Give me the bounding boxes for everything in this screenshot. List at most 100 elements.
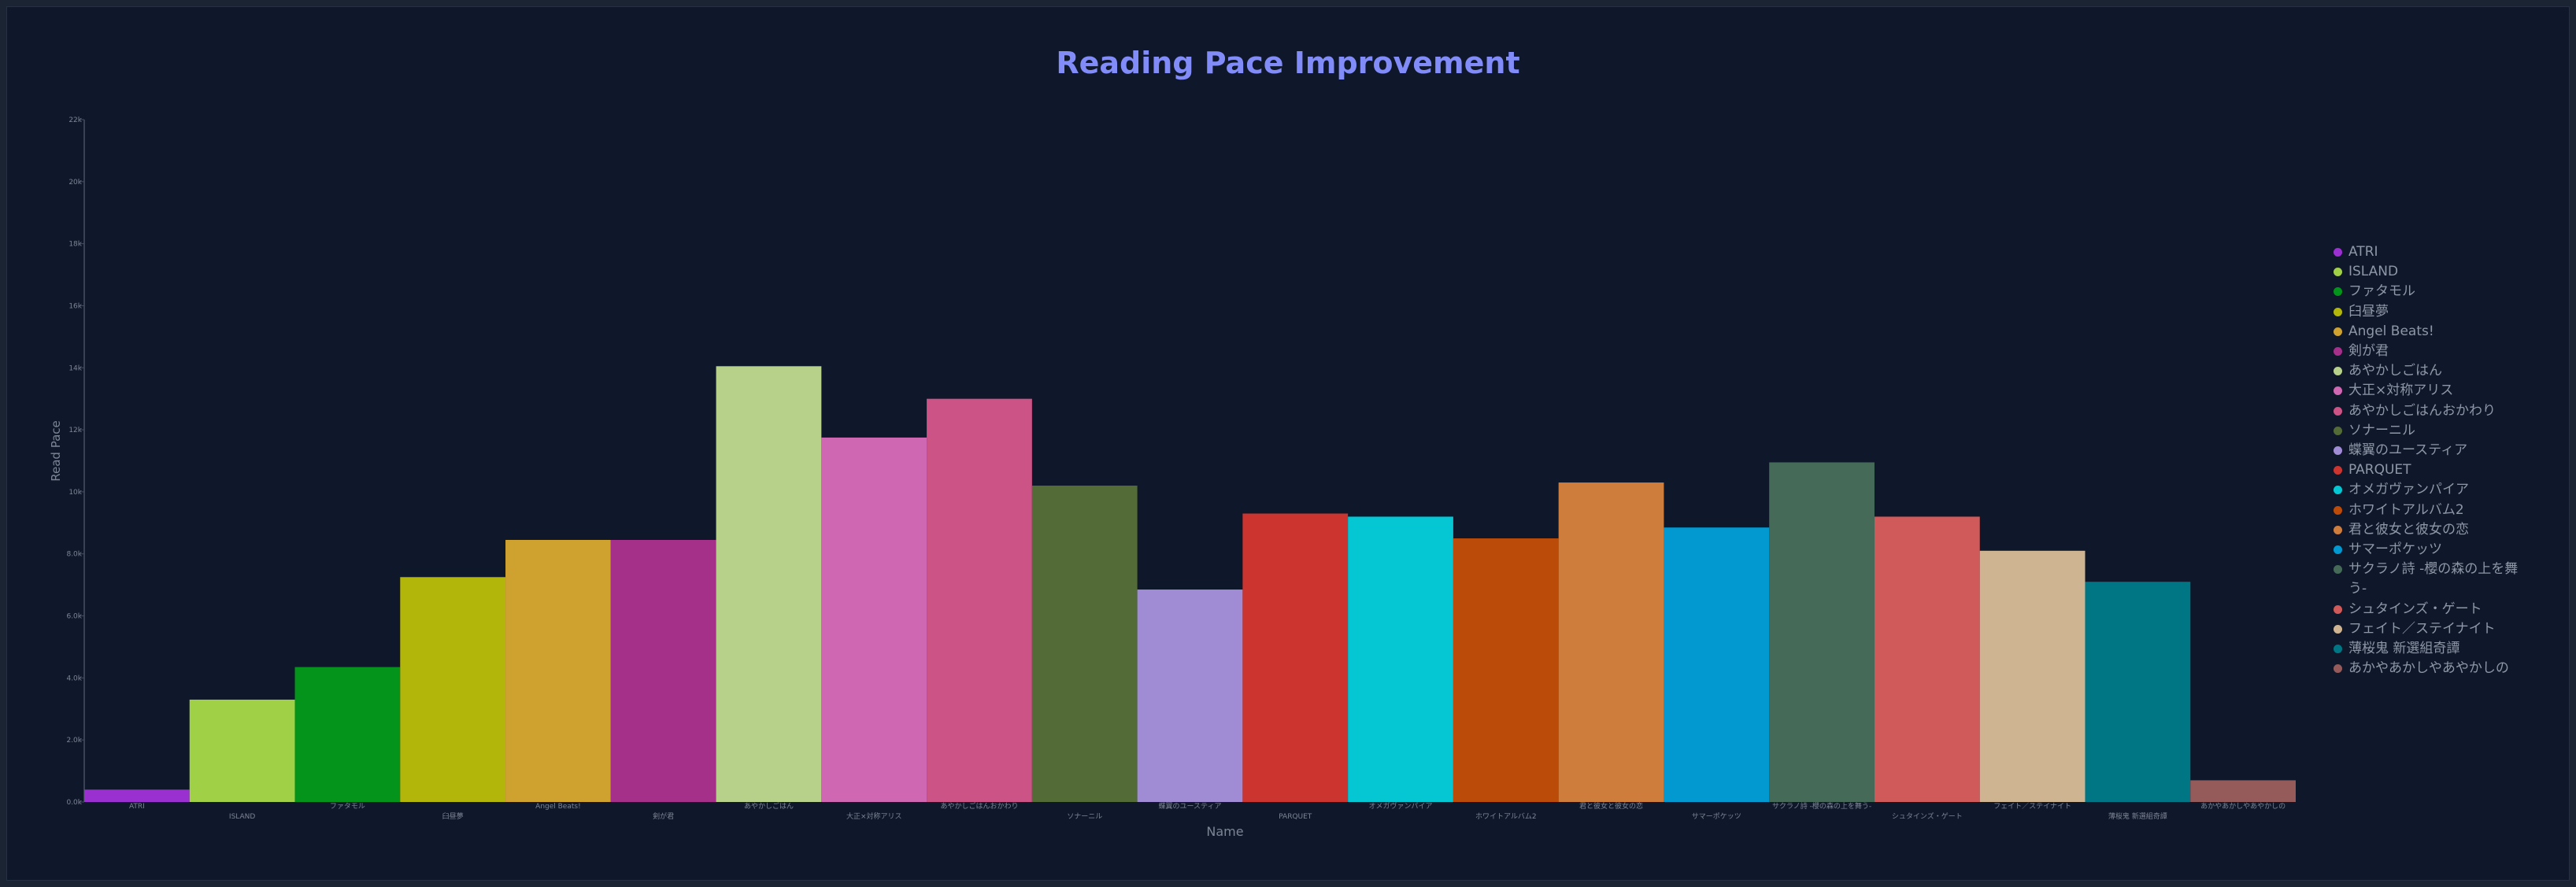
legend-swatch — [2334, 525, 2342, 534]
x-tick-label: シュタインズ・ゲート — [1892, 811, 1963, 821]
legend-label: 剣が君 — [2348, 343, 2389, 360]
legend-label: ホワイトアルバム2 — [2348, 501, 2464, 518]
legend-label: 臼昼夢 — [2348, 303, 2389, 320]
legend-label: あやかしごはんおかわり — [2348, 402, 2496, 419]
legend-item[interactable]: あやかしごはんおかわり — [2334, 401, 2530, 421]
legend-label: シュタインズ・ゲート — [2348, 601, 2482, 617]
legend-swatch — [2334, 664, 2342, 674]
legend-item[interactable]: あかやあかしやあやかしの — [2334, 659, 2530, 678]
legend-item[interactable]: 蝶翼のユースティア — [2334, 441, 2530, 460]
legend-swatch — [2334, 268, 2342, 277]
legend-label: 薄桜鬼 新選組奇譚 — [2348, 641, 2460, 657]
legend-label: PARQUET — [2348, 462, 2411, 479]
bar-19[interactable] — [2085, 582, 2191, 802]
legend-swatch — [2334, 248, 2342, 257]
bar-5[interactable] — [610, 539, 716, 802]
legend-label: フェイト／ステイナイト — [2348, 620, 2496, 637]
y-tick-label: 14k — [68, 364, 82, 372]
legend-swatch — [2334, 624, 2342, 634]
bar-4[interactable] — [505, 539, 611, 802]
legend-swatch — [2334, 327, 2342, 336]
legend-swatch — [2334, 347, 2342, 357]
bar-6[interactable] — [716, 366, 822, 803]
legend-swatch — [2334, 307, 2342, 316]
bar-10[interactable] — [1137, 589, 1243, 802]
legend-item[interactable]: オメガヴァンパイア — [2334, 480, 2530, 500]
legend-swatch — [2334, 287, 2342, 297]
legend-item[interactable]: ホワイトアルバム2 — [2334, 501, 2530, 520]
y-tick-label: 6.0k — [66, 613, 82, 621]
bar-7[interactable] — [821, 437, 927, 802]
x-tick-label: サクラノ詩 -櫻の森の上を舞う- — [1772, 801, 1871, 811]
bar-20[interactable] — [2190, 780, 2296, 802]
legend-item[interactable]: 薄桜鬼 新選組奇譚 — [2334, 639, 2530, 659]
y-tick-label: 22k — [68, 116, 82, 124]
legend-swatch — [2334, 486, 2342, 495]
legend-item[interactable]: ISLAND — [2334, 262, 2530, 282]
legend-swatch — [2334, 406, 2342, 416]
legend-label: 君と彼女と彼女の恋 — [2348, 521, 2469, 538]
bar-11[interactable] — [1242, 513, 1349, 802]
legend-label: ファタモル — [2348, 283, 2415, 300]
legend-item[interactable]: 剣が君 — [2334, 342, 2530, 361]
x-tick-label: 臼昼夢 — [442, 811, 464, 821]
chart-legend: ATRI ISLAND ファタモル 臼昼夢 Angel Beats! 剣が君 あやかしごはん… — [2334, 242, 2530, 678]
legend-item[interactable]: 君と彼女と彼女の恋 — [2334, 520, 2530, 540]
chart-title: Reading Pace Improvement — [1056, 46, 1520, 80]
legend-item[interactable]: サマーポケッツ — [2334, 540, 2530, 560]
bar-13[interactable] — [1453, 538, 1559, 802]
legend-item[interactable]: Angel Beats! — [2334, 322, 2530, 342]
legend-item[interactable]: PARQUET — [2334, 460, 2530, 480]
bar-2[interactable] — [294, 667, 401, 802]
bar-9[interactable] — [1031, 486, 1138, 802]
legend-label: ISLAND — [2348, 264, 2399, 280]
legend-item[interactable]: シュタインズ・ゲート — [2334, 600, 2530, 619]
legend-label: オメガヴァンパイア — [2348, 482, 2469, 498]
legend-item[interactable]: サクラノ詩 -櫻の森の上を舞う- — [2334, 560, 2530, 599]
x-tick-label: 大正×対称アリス — [846, 811, 902, 821]
bars — [84, 366, 2296, 803]
legend-item[interactable]: ATRI — [2334, 242, 2530, 262]
y-tick-label: 20k — [68, 179, 82, 187]
bar-0[interactable] — [84, 789, 190, 802]
legend-item[interactable]: 臼昼夢 — [2334, 302, 2530, 322]
legend-label: ATRI — [2348, 244, 2378, 260]
legend-label: サクラノ詩 -櫻の森の上を舞う- — [2348, 561, 2519, 597]
bar-3[interactable] — [400, 577, 506, 802]
bar-16[interactable] — [1769, 462, 1875, 802]
legend-swatch — [2334, 426, 2342, 435]
x-tick-label: ホワイトアルバム2 — [1475, 812, 1537, 821]
y-tick-label: 8.0k — [66, 551, 82, 559]
legend-label: ソナーニル — [2348, 422, 2415, 438]
bar-15[interactable] — [1664, 527, 1770, 802]
x-tick-label: PARQUET — [1279, 813, 1312, 821]
y-tick-label: 16k — [68, 302, 82, 310]
legend-swatch — [2334, 505, 2342, 515]
legend-item[interactable]: ソナーニル — [2334, 421, 2530, 441]
y-tick-label: 0.0k — [66, 799, 82, 807]
bar-18[interactable] — [1979, 550, 2086, 802]
legend-label: サマーポケッツ — [2348, 541, 2442, 558]
legend-item[interactable]: 大正×対称アリス — [2334, 381, 2530, 401]
x-tick-label: あやかしごはん — [744, 801, 794, 811]
y-tick-label: 10k — [68, 489, 82, 497]
x-tick-label: ISLAND — [229, 813, 255, 821]
legend-label: Angel Beats! — [2348, 323, 2434, 339]
legend-swatch — [2334, 604, 2342, 614]
bar-1[interactable] — [189, 699, 295, 802]
legend-label: 大正×対称アリス — [2348, 383, 2454, 399]
bar-12[interactable] — [1348, 516, 1453, 802]
bar-8[interactable] — [927, 398, 1032, 802]
x-tick-label: 蝶翼のユースティア — [1158, 801, 1221, 811]
x-tick-label: フェイト／ステイナイト — [1993, 802, 2071, 811]
legend-item[interactable]: ファタモル — [2334, 282, 2530, 301]
legend-item[interactable]: あやかしごはん — [2334, 361, 2530, 381]
y-tick-label: 12k — [68, 427, 82, 434]
bar-14[interactable] — [1558, 482, 1664, 802]
legend-item[interactable]: フェイト／ステイナイト — [2334, 619, 2530, 639]
bar-17[interactable] — [1874, 516, 1980, 802]
axes: 0.0k 2.0k 4.0k 6.0k 8.0k 10k 12k 14k 16k 18k 20k 22… — [66, 116, 85, 807]
legend-swatch — [2334, 565, 2342, 575]
